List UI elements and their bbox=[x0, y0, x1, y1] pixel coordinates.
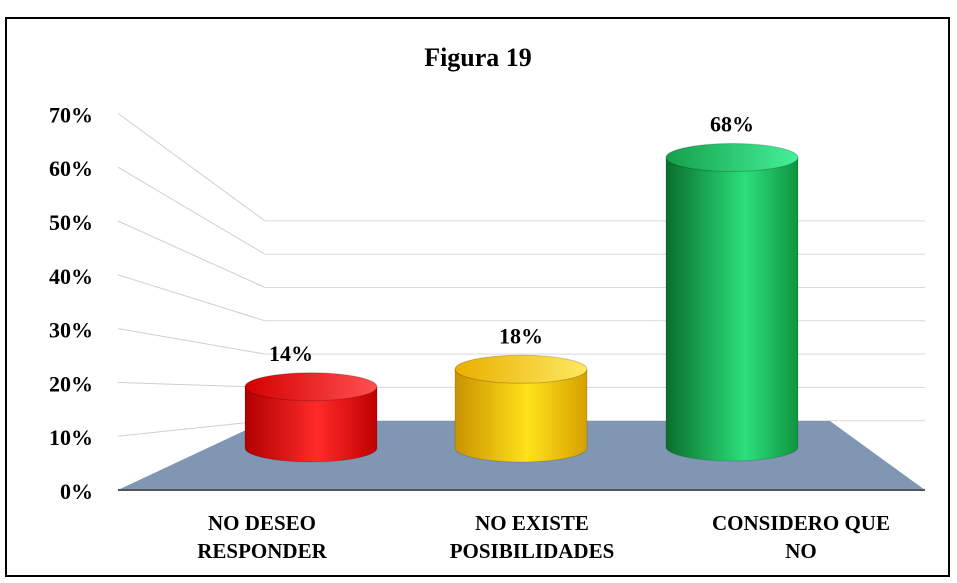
bar-top bbox=[454, 354, 588, 384]
y-tick-label: 30% bbox=[49, 318, 93, 343]
gridline-side bbox=[117, 220, 266, 288]
bar bbox=[665, 143, 799, 462]
bar bbox=[454, 354, 588, 463]
bar-top bbox=[665, 143, 799, 172]
chart-title: Figura 19 bbox=[424, 43, 532, 72]
x-tick-label: NO EXISTE bbox=[475, 511, 589, 535]
x-tick-label: NO bbox=[785, 539, 817, 563]
value-labels: 14% 18% 68% bbox=[269, 112, 754, 366]
data-label: 18% bbox=[499, 323, 543, 348]
bar-body bbox=[244, 386, 378, 463]
x-tick-label: CONSIDERO QUE bbox=[712, 511, 890, 535]
gridline-side bbox=[117, 420, 266, 437]
data-label: 68% bbox=[710, 112, 754, 137]
gridline-side bbox=[117, 381, 266, 388]
x-axis: NO DESEO RESPONDER NO EXISTE POSIBILIDADES C… bbox=[197, 511, 890, 563]
y-tick-label: 20% bbox=[49, 371, 93, 396]
x-tick-label: NO DESEO bbox=[208, 511, 316, 535]
y-tick-label: 40% bbox=[49, 264, 93, 289]
y-axis: 0% 10% 20% 30% 40% 50% 60% 70% bbox=[49, 102, 93, 504]
y-tick-label: 60% bbox=[49, 156, 93, 181]
x-tick-label: POSIBILIDADES bbox=[450, 539, 615, 563]
bar bbox=[244, 372, 378, 463]
y-tick-label: 50% bbox=[49, 210, 93, 235]
y-tick-label: 10% bbox=[49, 425, 93, 450]
gridline-side bbox=[117, 328, 266, 355]
gridline-side bbox=[117, 112, 266, 222]
y-tick-label: 0% bbox=[60, 479, 93, 504]
x-tick-label: RESPONDER bbox=[197, 539, 327, 563]
y-tick-label: 70% bbox=[49, 102, 93, 127]
bar-body bbox=[454, 368, 588, 463]
data-label: 14% bbox=[269, 341, 313, 366]
bar-body bbox=[665, 157, 799, 462]
bars bbox=[244, 143, 799, 463]
gridline-side bbox=[117, 166, 266, 255]
gridline-side bbox=[117, 274, 266, 322]
bar-top bbox=[244, 372, 378, 402]
